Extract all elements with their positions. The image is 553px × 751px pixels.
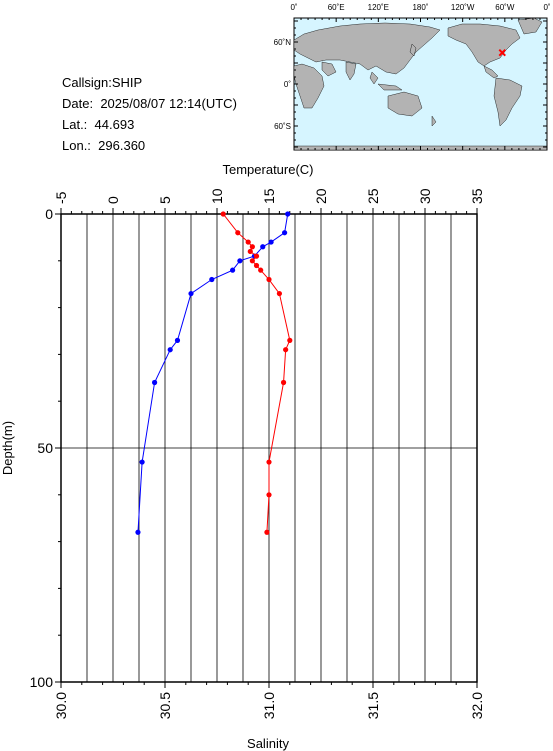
salinity-point xyxy=(249,258,255,264)
salinity-point xyxy=(283,347,289,353)
temperature-point xyxy=(152,379,158,386)
salinity-tick-label: 30.0 xyxy=(53,692,69,719)
date-row: Date: 2025/08/07 12:14(UTC) xyxy=(62,96,237,111)
callsign-value: SHIP xyxy=(111,75,143,90)
depth-axis-label: Depth(m) xyxy=(0,421,15,475)
temperature-point xyxy=(268,239,274,245)
temperature-point xyxy=(167,347,173,353)
salinity-tick-label: 31.0 xyxy=(261,692,277,719)
map-longitude-label: 180˚ xyxy=(412,3,428,12)
lon-row: Lon.: 296.360 xyxy=(62,138,146,153)
salinity-point xyxy=(280,379,287,386)
temperature-tick-label: -5 xyxy=(53,191,69,204)
temperature-point xyxy=(230,267,236,273)
temperature-point xyxy=(139,459,145,465)
temperature-tick-label: 30 xyxy=(417,188,433,204)
station-info: Callsign:SHIP Date: 2025/08/07 12:14(UTC… xyxy=(62,72,237,156)
map-left-labels: 60˚N 0˚ 60˚S xyxy=(274,38,292,131)
salinity-point xyxy=(266,459,272,465)
salinity-line xyxy=(222,213,291,533)
salinity-axis-label: Salinity xyxy=(247,736,289,751)
salinity-point xyxy=(258,267,264,273)
salinity-point xyxy=(247,248,253,255)
salinity-point xyxy=(287,337,293,343)
salinity-tick-labels: 30.0 30.5 31.0 31.5 32.0 xyxy=(53,692,485,719)
temperature-tick-label: 10 xyxy=(209,188,225,204)
temperature-tick-label: 5 xyxy=(157,196,173,204)
chart-grid xyxy=(61,214,477,682)
map-longitude-label: 0˚ xyxy=(543,3,550,12)
salinity-point xyxy=(266,276,272,283)
depth-tick-label: 0 xyxy=(45,206,53,222)
temperature-tick-label: 20 xyxy=(313,188,329,204)
temperature-axis-label: Temperature(C) xyxy=(222,162,313,177)
salinity-point xyxy=(266,492,272,498)
temperature-tick-label: 15 xyxy=(261,188,277,204)
map-latitude-label: 60˚N xyxy=(274,38,292,47)
salinity-tick-label: 32.0 xyxy=(469,692,485,719)
salinity-series xyxy=(220,211,293,535)
temperature-tick-labels: -5 0 5 10 15 20 25 30 35 xyxy=(53,188,485,204)
map-longitude-label: 60˚W xyxy=(495,3,515,12)
salinity-point xyxy=(253,253,260,259)
temperature-point xyxy=(260,244,266,250)
salinity-point xyxy=(220,211,226,217)
temperature-point xyxy=(209,276,215,283)
map-longitude-label: 60˚E xyxy=(328,3,345,12)
temperature-point xyxy=(285,211,291,217)
callsign-row: Callsign:SHIP xyxy=(62,75,143,90)
temperature-tick-label: 25 xyxy=(365,188,381,204)
depth-tick-labels: 0 50 100 xyxy=(30,206,54,690)
salinity-point xyxy=(253,262,260,269)
temperature-point xyxy=(135,529,141,535)
frame-ticks xyxy=(55,208,478,688)
salinity-point xyxy=(249,244,255,250)
temperature-tick-label: 35 xyxy=(469,188,485,204)
salinity-point xyxy=(245,239,251,245)
map-latitude-label: 0˚ xyxy=(284,80,291,89)
map-longitude-label: 120˚E xyxy=(368,3,389,12)
temperature-series xyxy=(135,211,291,535)
temperature-point xyxy=(188,290,194,297)
map-latitude-label: 60˚S xyxy=(274,122,291,131)
lon-value: 296.360 xyxy=(98,138,146,153)
temperature-point xyxy=(174,337,181,343)
depth-tick-label: 50 xyxy=(37,440,53,456)
salinity-tick-label: 31.5 xyxy=(365,692,381,719)
lat-row: Lat.: 44.693 xyxy=(62,117,135,132)
profile-series xyxy=(135,211,293,535)
salinity-point xyxy=(235,230,241,236)
salinity-point xyxy=(276,290,282,297)
marker-stroke xyxy=(498,49,506,57)
map-top-labels: 0˚ 60˚E 120˚E 180˚ 120˚W 60˚W 0˚ xyxy=(290,3,550,12)
temperature-tick-label: 0 xyxy=(105,196,121,204)
date-value: 2025/08/07 12:14(UTC) xyxy=(100,96,237,111)
lat-value: 44.693 xyxy=(94,117,135,132)
depth-tick-label: 100 xyxy=(30,674,54,690)
salinity-point xyxy=(264,529,270,535)
map-longitude-label: 120˚W xyxy=(451,3,475,12)
temperature-point xyxy=(237,258,243,264)
temperature-point xyxy=(282,230,288,236)
map-longitude-label: 0˚ xyxy=(290,3,297,12)
temperature-line xyxy=(137,213,289,533)
station-marker xyxy=(498,49,506,57)
salinity-tick-label: 30.5 xyxy=(157,692,173,719)
map-frame-ticks xyxy=(293,18,548,150)
